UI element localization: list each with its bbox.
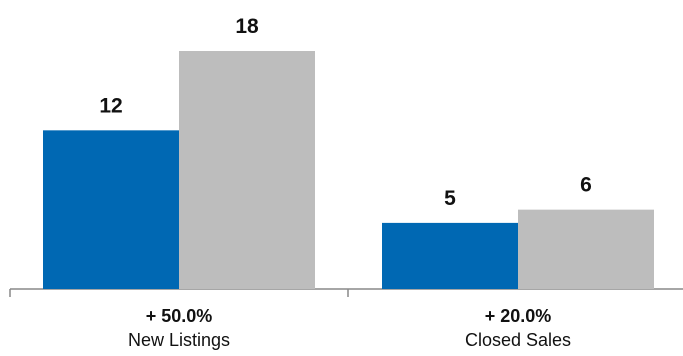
data-label: 5 [444, 187, 456, 210]
bar-closed-sales-series-2 [518, 209, 654, 289]
bar-new-listings-series-2 [179, 51, 315, 289]
category-change-label: + 20.0% [485, 306, 552, 326]
data-label: 18 [235, 15, 259, 38]
data-label: 6 [580, 174, 592, 197]
x-tick-label: New Listings [128, 330, 230, 350]
bar-group [43, 51, 654, 289]
x-tick-label: Closed Sales [465, 330, 571, 350]
bar-closed-sales-series-1 [382, 222, 518, 289]
category-change-label: + 50.0% [146, 306, 213, 326]
data-label: 12 [99, 94, 122, 117]
bar-new-listings-series-1 [43, 130, 179, 289]
label-group: 12 18 + 50.0% New Listings 5 6 + 20.0% Closed S… [99, 15, 592, 350]
